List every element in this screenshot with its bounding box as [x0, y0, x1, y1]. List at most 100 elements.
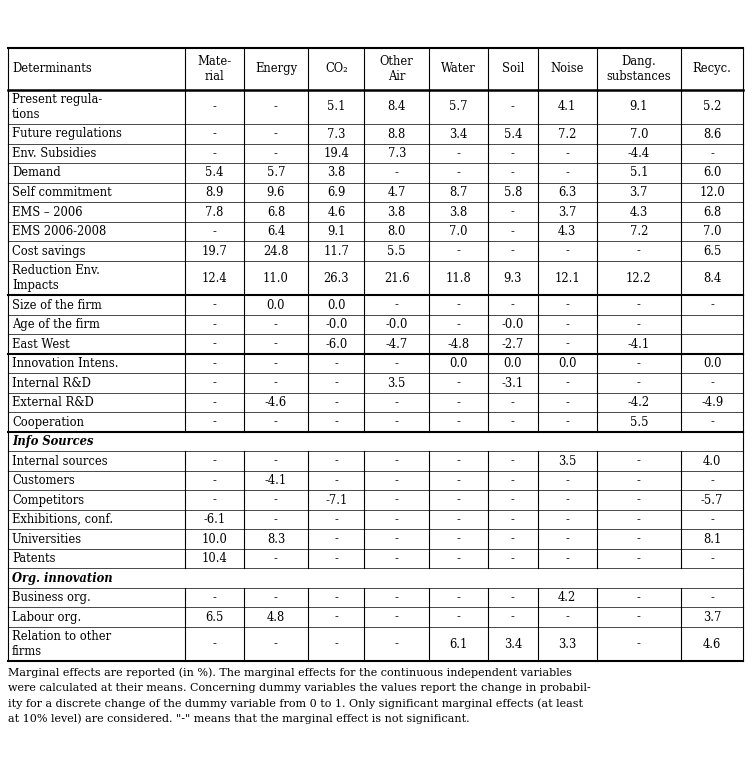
Text: 10.0: 10.0 — [202, 533, 227, 545]
Text: Recyc.: Recyc. — [692, 62, 732, 76]
Text: -: - — [511, 225, 515, 238]
Text: 7.2: 7.2 — [558, 128, 576, 140]
Text: -: - — [637, 513, 641, 526]
Text: -: - — [395, 513, 399, 526]
Text: -: - — [212, 396, 216, 409]
Text: -: - — [710, 147, 714, 160]
Text: 3.4: 3.4 — [504, 637, 522, 650]
Text: -: - — [212, 337, 216, 351]
Text: -: - — [274, 357, 278, 370]
Text: 9.3: 9.3 — [504, 272, 522, 284]
Text: 4.7: 4.7 — [387, 186, 406, 199]
Text: 6.9: 6.9 — [327, 186, 346, 199]
Text: -: - — [395, 474, 399, 487]
Text: 9.6: 9.6 — [267, 186, 285, 199]
Text: -: - — [565, 552, 569, 565]
Text: -: - — [710, 298, 714, 312]
Text: 0.0: 0.0 — [703, 357, 721, 370]
Text: -: - — [457, 415, 461, 428]
Text: 5.8: 5.8 — [504, 186, 522, 199]
Text: 0.0: 0.0 — [558, 357, 576, 370]
Text: -6.0: -6.0 — [325, 337, 347, 351]
Text: -: - — [212, 415, 216, 428]
Text: Labour org.: Labour org. — [12, 611, 82, 623]
Text: -: - — [212, 637, 216, 650]
Text: -: - — [334, 637, 338, 650]
Text: -: - — [457, 298, 461, 312]
Text: -: - — [274, 128, 278, 140]
Text: 6.0: 6.0 — [703, 167, 721, 179]
Text: -: - — [565, 337, 569, 351]
Text: -: - — [637, 454, 641, 467]
Text: -: - — [334, 376, 338, 390]
Text: Noise: Noise — [550, 62, 584, 76]
Text: -: - — [511, 147, 515, 160]
Text: CO₂: CO₂ — [325, 62, 348, 76]
Text: -: - — [212, 474, 216, 487]
Text: -0.0: -0.0 — [386, 318, 408, 331]
Text: Reduction Env.
Impacts: Reduction Env. Impacts — [12, 264, 100, 292]
Text: 0.0: 0.0 — [449, 357, 467, 370]
Text: -: - — [565, 533, 569, 545]
Text: -: - — [334, 396, 338, 409]
Text: 5.1: 5.1 — [630, 167, 648, 179]
Text: -: - — [637, 474, 641, 487]
Text: -: - — [511, 611, 515, 623]
Text: -: - — [457, 591, 461, 604]
Text: Internal R&D: Internal R&D — [12, 376, 91, 390]
Text: -: - — [274, 591, 278, 604]
Text: 11.8: 11.8 — [445, 272, 471, 284]
Text: 6.5: 6.5 — [205, 611, 223, 623]
Text: -: - — [395, 396, 399, 409]
Text: -0.0: -0.0 — [501, 318, 524, 331]
Text: 9.1: 9.1 — [327, 225, 346, 238]
Text: -: - — [457, 494, 461, 506]
Text: -3.1: -3.1 — [501, 376, 524, 390]
Text: -: - — [637, 591, 641, 604]
Text: Universities: Universities — [12, 533, 82, 545]
Text: -4.1: -4.1 — [265, 474, 287, 487]
Text: 4.6: 4.6 — [327, 206, 346, 218]
Text: -: - — [457, 454, 461, 467]
Text: 4.3: 4.3 — [558, 225, 576, 238]
Text: -: - — [395, 298, 399, 312]
Text: 8.7: 8.7 — [449, 186, 467, 199]
Text: -: - — [457, 533, 461, 545]
Text: -: - — [565, 474, 569, 487]
Text: 4.0: 4.0 — [703, 454, 721, 467]
Text: -: - — [710, 376, 714, 390]
Text: -: - — [637, 552, 641, 565]
Text: -: - — [457, 167, 461, 179]
Text: Internal sources: Internal sources — [12, 454, 107, 467]
Text: -: - — [511, 298, 515, 312]
Text: External R&D: External R&D — [12, 396, 94, 409]
Text: -: - — [212, 357, 216, 370]
Text: Age of the firm: Age of the firm — [12, 318, 100, 331]
Text: -: - — [274, 337, 278, 351]
Text: -: - — [457, 611, 461, 623]
Text: -: - — [511, 494, 515, 506]
Text: 3.8: 3.8 — [387, 206, 406, 218]
Text: -: - — [511, 454, 515, 467]
Text: -: - — [334, 357, 338, 370]
Text: 11.7: 11.7 — [323, 245, 350, 258]
Text: 7.0: 7.0 — [703, 225, 721, 238]
Text: 8.6: 8.6 — [703, 128, 721, 140]
Text: 4.1: 4.1 — [558, 100, 576, 114]
Text: -4.2: -4.2 — [627, 396, 650, 409]
Text: Innovation Intens.: Innovation Intens. — [12, 357, 119, 370]
Text: -: - — [637, 357, 641, 370]
Text: -: - — [334, 474, 338, 487]
Text: 8.3: 8.3 — [267, 533, 285, 545]
Text: -: - — [637, 318, 641, 331]
Text: -: - — [395, 533, 399, 545]
Text: -: - — [637, 245, 641, 258]
Text: 19.7: 19.7 — [202, 245, 227, 258]
Text: Water: Water — [441, 62, 476, 76]
Text: 3.4: 3.4 — [449, 128, 467, 140]
Text: 5.4: 5.4 — [504, 128, 522, 140]
Text: -: - — [565, 298, 569, 312]
Text: -: - — [457, 513, 461, 526]
Text: 7.0: 7.0 — [449, 225, 467, 238]
Text: -: - — [565, 396, 569, 409]
